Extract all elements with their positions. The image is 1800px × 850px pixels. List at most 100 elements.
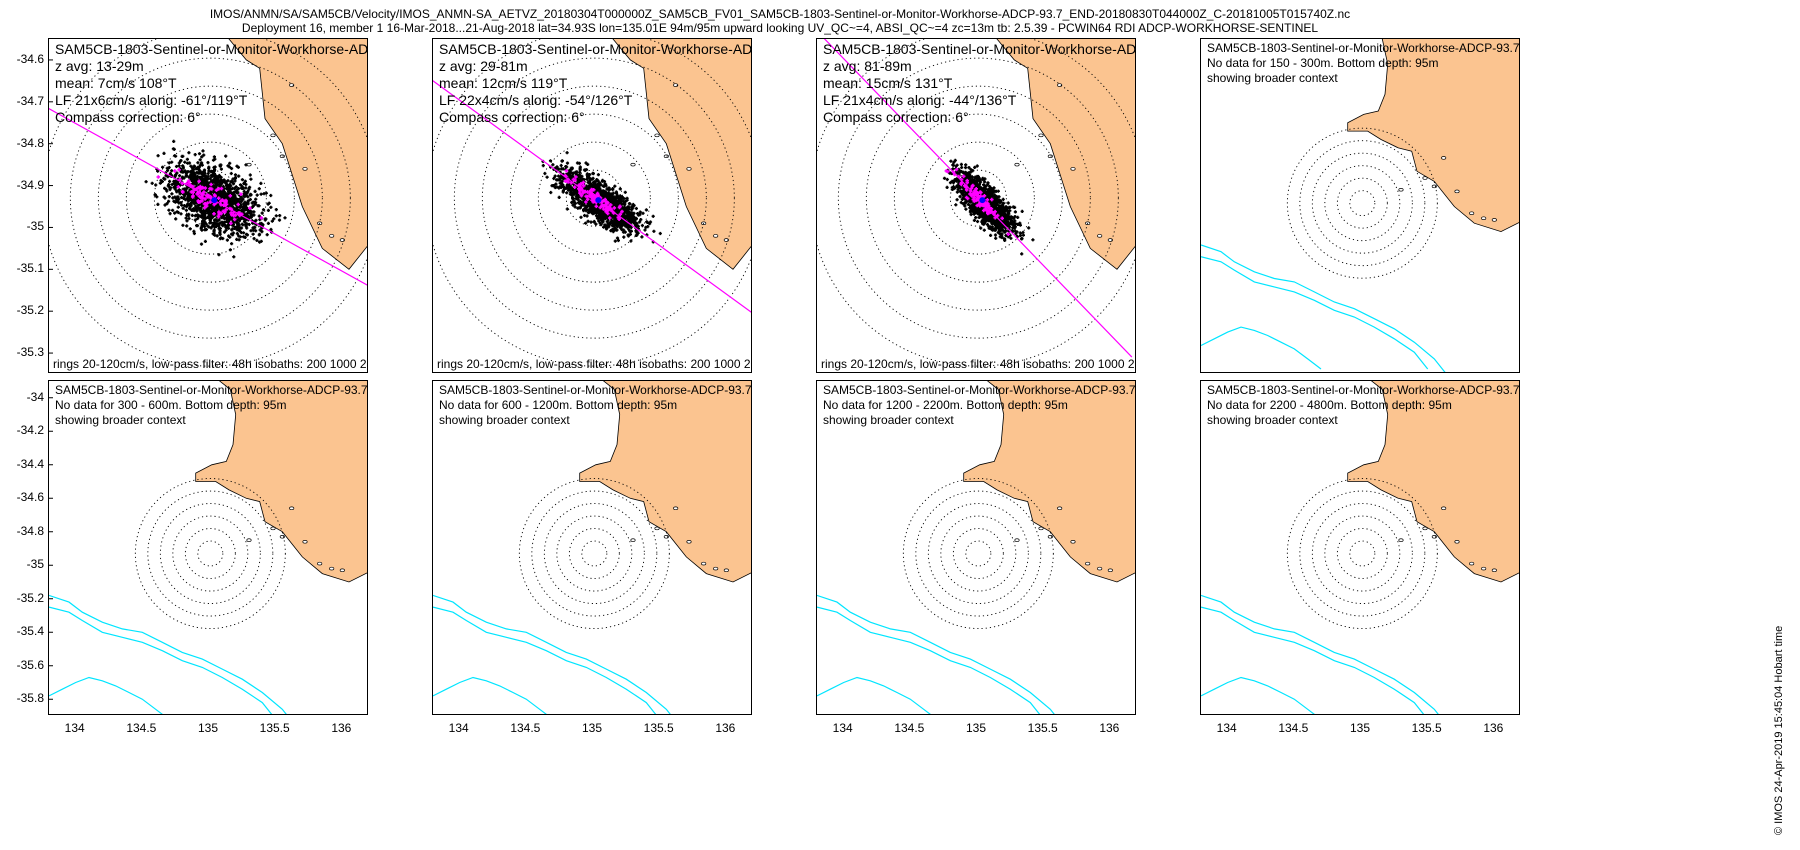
panel-6-isobath: [433, 676, 547, 714]
panel-2-island: [686, 167, 692, 171]
xtick-label: 136: [1483, 721, 1504, 735]
panel-6-island: [723, 568, 729, 573]
panel-7-annotation: SAM5CB-1803-Sentinel-or-Monitor-Workhors…: [823, 383, 1135, 428]
panel-2-annotation: SAM5CB-1803-Sentinel-or-Monitor-Workhors…: [439, 41, 752, 126]
figure-title-line1: IMOS/ANMN/SA/SAM5CB/Velocity/IMOS_ANMN-S…: [209, 7, 1351, 21]
panel-8-island: [1441, 506, 1447, 511]
panel-5-island: [317, 561, 323, 566]
panel-4-isobath: [1201, 244, 1446, 372]
panel-7-island: [1107, 568, 1113, 573]
panel-2-line4: LF 22x4cm/s along: -54°/126°T: [439, 92, 633, 108]
panel-6-speed-ring: [531, 490, 658, 617]
panel-8-island: [1491, 568, 1497, 573]
panel-3-land: [996, 39, 1135, 270]
panel-6: SAM5CB-1803-Sentinel-or-Monitor-Workhors…: [432, 380, 752, 715]
xtick-label: 135: [1349, 721, 1371, 735]
panel-2-island: [713, 234, 719, 238]
xtick-label: 136: [331, 721, 352, 735]
panel-4-island: [1422, 176, 1428, 180]
panel-7-speed-ring: [965, 540, 992, 567]
panel-1: SAM5CB-1803-Sentinel-or-Monitor-Workhors…: [48, 38, 368, 373]
panel-2: SAM5CB-1803-Sentinel-or-Monitor-Workhors…: [432, 38, 752, 373]
panel-3-speed-ring: [921, 141, 1035, 255]
panel-8-island: [1454, 540, 1460, 544]
panel-8-isobath: [1201, 606, 1425, 714]
panel-7-island: [1097, 566, 1103, 571]
panel-1-footer: rings 20-120cm/s, low-pass filter: 48h i…: [53, 357, 367, 371]
panel-8-annotation: SAM5CB-1803-Sentinel-or-Monitor-Workhors…: [1207, 383, 1519, 428]
panel-2-title: SAM5CB-1803-Sentinel-or-Monitor-Workhors…: [439, 41, 752, 57]
panel-5-island: [246, 538, 252, 542]
panel-3-island: [1047, 154, 1053, 158]
panel-2-line3: mean: 12cm/s 119°T: [439, 75, 568, 91]
panel-8-plot: [1201, 381, 1519, 714]
panel-4: SAM5CB-1803-Sentinel-or-Monitor-Workhors…: [1200, 38, 1520, 373]
panel-8-speed-ring: [1299, 490, 1426, 617]
panel-1-line3: mean: 7cm/s 108°T: [55, 75, 177, 91]
xtick-label: 136: [1099, 721, 1120, 735]
panel-7-island: [1057, 506, 1063, 511]
ytick-label: -34.9: [16, 177, 44, 192]
panel-4-annotation: SAM5CB-1803-Sentinel-or-Monitor-Workhors…: [1207, 41, 1519, 86]
panel-7-plot: [817, 381, 1135, 714]
panel-1-line5: Compass correction: 6°: [55, 109, 201, 125]
ytick-label: -34.8: [16, 523, 44, 538]
panel-1-speed-ring: [69, 57, 351, 339]
panel-7-speed-ring: [902, 478, 1054, 629]
xtick-label: 134.5: [510, 721, 541, 735]
panel-8-speed-ring: [1349, 540, 1376, 567]
panel-3-annotation: SAM5CB-1803-Sentinel-or-Monitor-Workhors…: [823, 41, 1136, 126]
panel-2-island: [654, 133, 660, 138]
panel-7-line2: No data for 1200 - 2200m. Bottom depth: …: [823, 398, 1068, 412]
panel-8-speed-ring: [1336, 528, 1388, 579]
panel-2-island: [673, 83, 679, 87]
panel-4-line3: showing broader context: [1207, 71, 1338, 85]
panel-6-speed-ring: [518, 478, 670, 629]
panel-2-speed-ring: [453, 57, 735, 339]
xtick-label: 135: [965, 721, 987, 735]
panel-7-line3: showing broader context: [823, 413, 954, 427]
panel-6-island: [654, 526, 660, 531]
panel-5-speed-ring: [197, 540, 224, 567]
panel-5: SAM5CB-1803-Sentinel-or-Monitor-Workhors…: [48, 380, 368, 715]
panel-1-speed-ring: [153, 141, 267, 255]
ytick-label: -35.4: [16, 624, 44, 639]
panel-5-isobath: [49, 594, 287, 714]
panel-1-principal-axis: [49, 108, 367, 286]
timestamp-stamp: © IMOS 24-Apr-2019 15:45:04 Hobart time: [1773, 625, 1785, 835]
panel-6-island: [630, 538, 636, 542]
panel-7-isobath: [817, 676, 931, 714]
panel-7-isobath: [817, 606, 1041, 714]
panel-2-speed-ring: [481, 85, 707, 311]
panel-7-island: [1070, 540, 1076, 544]
panel-3-island: [1097, 234, 1103, 238]
panel-6-island: [701, 561, 707, 566]
panel-7-speed-ring: [915, 490, 1042, 617]
panel-1-title: SAM5CB-1803-Sentinel-or-Monitor-Workhors…: [55, 41, 368, 57]
panel-1-annotation: SAM5CB-1803-Sentinel-or-Monitor-Workhors…: [55, 41, 368, 126]
panel-6-land: [579, 381, 751, 583]
panel-3-mean-marker: [979, 197, 986, 204]
panel-6-island: [713, 566, 719, 571]
ytick-label: -35.1: [16, 261, 44, 276]
panel-4-island: [1469, 211, 1475, 215]
panel-1-island: [329, 234, 335, 238]
panel-8: SAM5CB-1803-Sentinel-or-Monitor-Workhors…: [1200, 380, 1520, 715]
panel-3-speed-ring: [865, 85, 1091, 311]
panel-7-land: [963, 381, 1135, 583]
ytick-label: -34: [26, 389, 44, 404]
xtick-label: 135: [197, 721, 219, 735]
panel-8-speed-ring: [1324, 515, 1401, 592]
xtick-label: 134: [64, 721, 85, 735]
ytick-label: -34.8: [16, 135, 44, 150]
panel-5-island: [329, 566, 335, 571]
panel-3: SAM5CB-1803-Sentinel-or-Monitor-Workhors…: [816, 38, 1136, 373]
figure-title-line2: Deployment 16, member 1 16-Mar-2018...21…: [241, 21, 1319, 35]
panel-3-island: [1014, 162, 1020, 167]
panel-4-island: [1491, 218, 1497, 222]
ytick-label: -35.2: [16, 303, 44, 318]
panel-1-island: [302, 167, 308, 171]
xtick-label: 135.5: [1411, 721, 1442, 735]
panel-2-plot: [433, 39, 751, 367]
panel-3-title: SAM5CB-1803-Sentinel-or-Monitor-Workhors…: [823, 41, 1136, 57]
